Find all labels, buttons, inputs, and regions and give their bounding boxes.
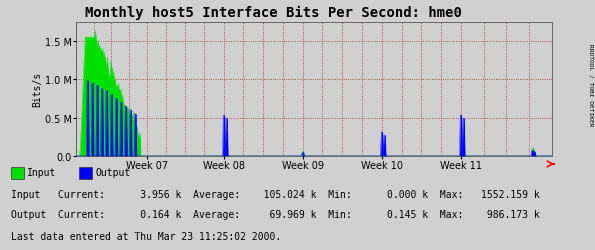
Text: Output  Current:      0.164 k  Average:     69.969 k  Min:      0.145 k  Max:   : Output Current: 0.164 k Average: 69.969 … xyxy=(11,209,540,219)
Text: Input   Current:      3.956 k  Average:    105.024 k  Min:      0.000 k  Max:   : Input Current: 3.956 k Average: 105.024 … xyxy=(11,189,540,199)
Y-axis label: Bits/s: Bits/s xyxy=(32,72,42,107)
Text: Output: Output xyxy=(96,168,131,177)
Text: Input: Input xyxy=(27,168,57,177)
Text: Monthly host5 Interface Bits Per Second: hme0: Monthly host5 Interface Bits Per Second:… xyxy=(85,6,462,20)
Text: RRDTOOL / TOBI OETIKER: RRDTOOL / TOBI OETIKER xyxy=(588,44,593,126)
Text: Last data entered at Thu Mar 23 11:25:02 2000.: Last data entered at Thu Mar 23 11:25:02… xyxy=(11,231,281,241)
